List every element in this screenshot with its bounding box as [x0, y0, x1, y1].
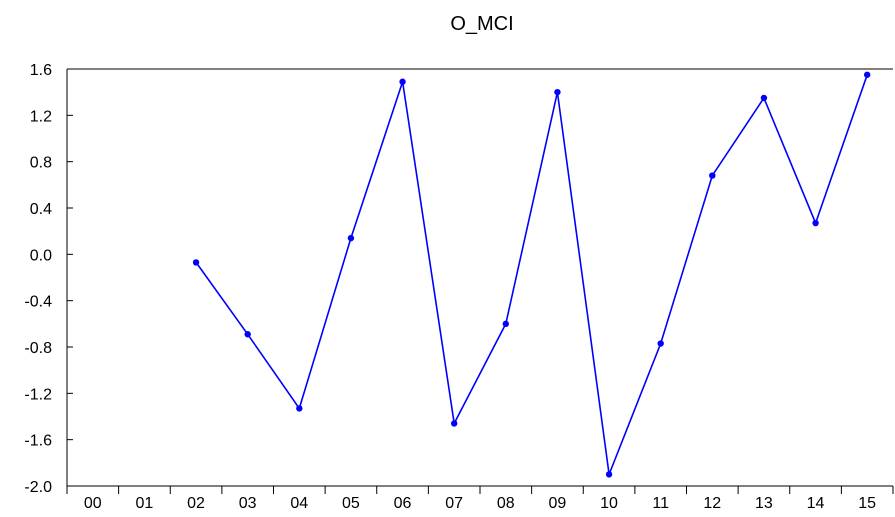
- y-tick-label: -1.6: [24, 433, 52, 450]
- x-tick-label: 09: [549, 495, 567, 512]
- data-point: [863, 71, 871, 78]
- y-tick-label: -0.8: [24, 340, 52, 357]
- x-tick-label: 10: [600, 495, 618, 512]
- x-tick-label: 04: [290, 495, 308, 512]
- x-axis: 00 01 02 03 04 05 06 07 08 09 10 11 12 13 14 15: [66, 486, 894, 512]
- series-line: [195, 74, 868, 478]
- y-tick-label: 0.0: [30, 247, 52, 264]
- x-tick-label: 06: [394, 495, 412, 512]
- y-tick-label: -2.0: [24, 479, 52, 496]
- x-tick-label: 11: [652, 495, 669, 512]
- data-point: [760, 94, 768, 102]
- x-tick-label: 13: [755, 495, 773, 512]
- y-axis: 1.6 1.2 0.8 0.4 0.0 -0.4 -0.8 -1.2 -1.6 -2.0: [24, 62, 73, 496]
- series-layer: [192, 71, 871, 478]
- x-tick-label: 12: [703, 495, 721, 512]
- y-tick-label: 0.8: [30, 155, 52, 172]
- data-point: [554, 88, 561, 96]
- data-point: [192, 259, 200, 266]
- x-tick-label: 08: [497, 495, 515, 512]
- data-point: [605, 471, 613, 478]
- y-tick-label: -1.2: [24, 386, 52, 403]
- data-point: [450, 420, 458, 427]
- x-tick-label: 07: [445, 495, 463, 512]
- y-tick-label: 1.2: [30, 108, 52, 125]
- y-tick-label: 0.4: [30, 201, 52, 218]
- y-tick-label: 1.6: [30, 62, 52, 79]
- x-tick-label: 15: [858, 495, 876, 512]
- data-point: [657, 340, 664, 347]
- data-point: [502, 320, 510, 328]
- y-tick-label: -0.4: [24, 294, 52, 311]
- x-tick-label: 14: [807, 495, 825, 512]
- plot-frame: [66, 68, 893, 487]
- x-tick-label: 03: [239, 495, 257, 512]
- data-point: [709, 172, 716, 179]
- data-point: [399, 78, 406, 85]
- data-point: [296, 405, 303, 412]
- data-point: [347, 234, 355, 242]
- chart-title: O_MCI: [450, 13, 513, 35]
- x-tick-label: 01: [136, 495, 154, 512]
- data-point: [812, 219, 819, 227]
- data-point: [244, 331, 251, 338]
- x-tick-label: 02: [187, 495, 205, 512]
- x-tick-label: 00: [84, 495, 102, 512]
- x-tick-label: 05: [342, 495, 360, 512]
